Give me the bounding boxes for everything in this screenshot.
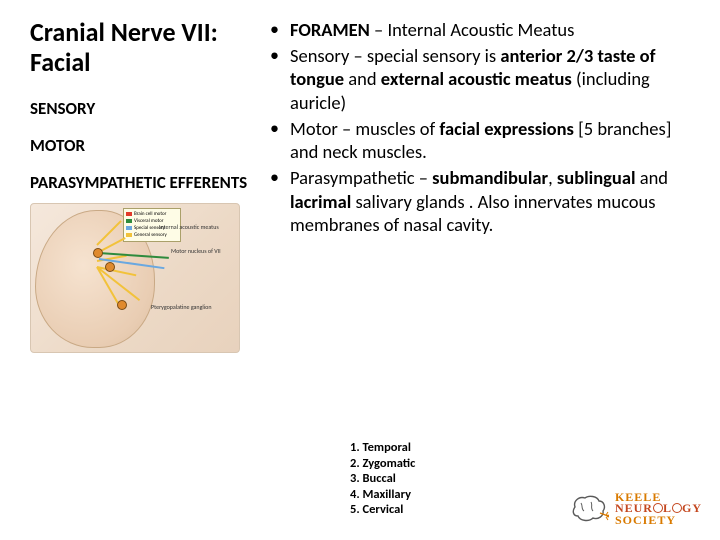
ganglion-node <box>93 248 103 258</box>
bullet-list: FORAMEN – Internal Acoustic Meatus Senso… <box>268 18 696 237</box>
bullet-bold: sublingual <box>557 166 636 189</box>
bullet-item: Motor – muscles of facial expressions [5… <box>268 117 696 164</box>
subhead-parasymp: PARASYMPATHETIC EFFERENTS <box>30 172 252 193</box>
right-column: FORAMEN – Internal Acoustic Meatus Senso… <box>260 18 696 530</box>
ganglion-node <box>105 262 115 272</box>
bullet-text: Sensory – special sensory is <box>290 44 500 67</box>
bullet-text: and <box>344 67 381 90</box>
bullet-text: Motor – muscles of <box>290 117 439 140</box>
brain-icon <box>567 493 609 525</box>
bullet-bold: facial expressions <box>439 117 574 140</box>
society-logo: KEELE NEURLGY SOCIETY <box>567 492 702 526</box>
subhead-sensory: SENSORY <box>30 98 252 119</box>
ganglion-node <box>117 300 127 310</box>
bullet-text: and <box>636 166 668 189</box>
diagram-label: Pterygopalatine ganglion <box>151 304 211 310</box>
o-icon <box>672 503 682 513</box>
branch-item: 5. Cervical <box>350 502 415 518</box>
logo-line3: SOCIETY <box>615 515 702 526</box>
branch-item: 1. Temporal <box>350 440 415 456</box>
slide-title: Cranial Nerve VII: Facial <box>30 18 252 78</box>
branch-item: 3. Buccal <box>350 471 415 487</box>
legend-swatch <box>126 212 132 216</box>
branch-list: 1. Temporal 2. Zygomatic 3. Buccal 4. Ma… <box>350 440 415 518</box>
legend-swatch <box>126 233 132 237</box>
legend-label: General sensory <box>134 232 167 238</box>
bullet-bold: lacrimal <box>290 190 351 213</box>
bullet-text: Parasympathetic – <box>290 166 432 189</box>
bullet-bold: external acoustic meatus <box>381 67 572 90</box>
bullet-text: , <box>548 166 557 189</box>
branch-item: 2. Zygomatic <box>350 456 415 472</box>
bullet-bold: submandibular <box>432 166 548 189</box>
bullet-item: Sensory – special sensory is anterior 2/… <box>268 44 696 115</box>
legend-row: General sensory <box>126 232 178 238</box>
diagram-label: Internal acoustic meatus <box>159 224 219 230</box>
o-icon <box>653 503 663 513</box>
diagram-label: Motor nucleus of VII <box>171 248 221 254</box>
bullet-item: Parasympathetic – submandibular, subling… <box>268 166 696 237</box>
left-column: Cranial Nerve VII: Facial SENSORY MOTOR … <box>30 18 260 530</box>
bullet-bold: FORAMEN <box>290 18 370 41</box>
logo-text: KEELE NEURLGY SOCIETY <box>615 492 702 526</box>
legend-swatch <box>126 226 132 230</box>
bullet-text: – Internal Acoustic Meatus <box>370 18 575 41</box>
legend-row: Brain cell motor <box>126 211 178 217</box>
anatomy-diagram: Brain cell motorVisceral motorSpecial se… <box>30 203 240 353</box>
bullet-item: FORAMEN – Internal Acoustic Meatus <box>268 18 696 42</box>
legend-swatch <box>126 219 132 223</box>
legend-label: Brain cell motor <box>134 211 166 217</box>
branch-item: 4. Maxillary <box>350 487 415 503</box>
subhead-motor: MOTOR <box>30 135 252 156</box>
